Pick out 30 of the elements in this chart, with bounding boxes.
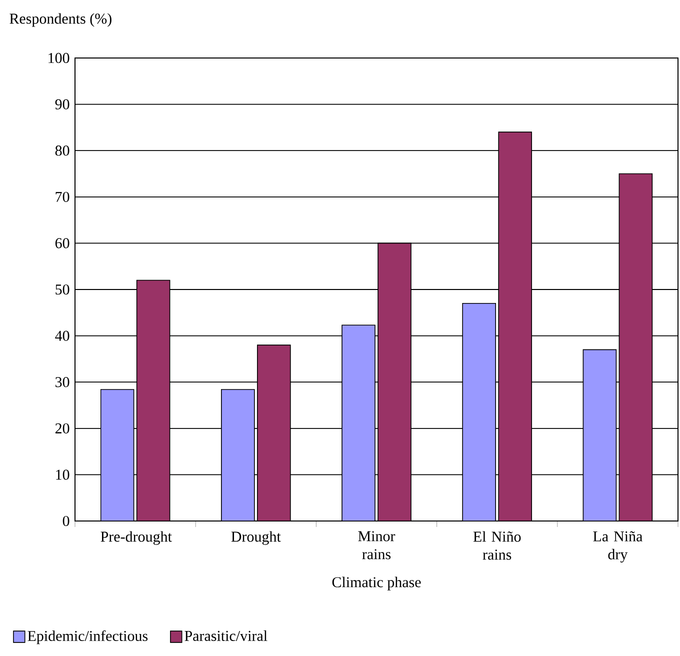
- bar: [221, 389, 255, 521]
- x-tick-label: El Niño rains: [473, 531, 521, 560]
- bar: [498, 132, 532, 521]
- x-axis-title: Climatic phase: [332, 576, 421, 590]
- y-tick-label: 70: [56, 192, 70, 202]
- y-tick-label: 60: [55, 238, 70, 248]
- y-tick-label: 30: [56, 377, 70, 388]
- bar: [342, 324, 376, 521]
- legend-label: Epidemic/infectious: [28, 630, 148, 644]
- y-axis-title: Respondents (%): [10, 13, 112, 27]
- x-tick-label: La Niña dry: [593, 531, 642, 563]
- bar: [257, 344, 291, 521]
- bar: [618, 173, 653, 521]
- y-tick-label: 50: [56, 284, 70, 295]
- y-tick-label: 40: [55, 330, 70, 341]
- x-tick-label: Minor rains: [358, 531, 396, 560]
- y-tick-label: 100: [48, 52, 70, 64]
- x-tick-label: Pre-drought: [100, 531, 172, 545]
- y-tick-label: 20: [55, 423, 70, 434]
- y-tick-label: 80: [55, 146, 70, 156]
- y-tick-label: 90: [55, 99, 70, 110]
- bar: [378, 242, 412, 521]
- y-tick-label: 0: [62, 516, 70, 526]
- bar: [462, 302, 496, 521]
- legend-label: Parasitic/viral: [184, 630, 268, 641]
- bar: [136, 280, 170, 521]
- x-tick-label: Drought: [231, 531, 281, 545]
- y-tick-label: 10: [56, 470, 70, 480]
- bar: [582, 349, 617, 521]
- bar: [100, 389, 134, 521]
